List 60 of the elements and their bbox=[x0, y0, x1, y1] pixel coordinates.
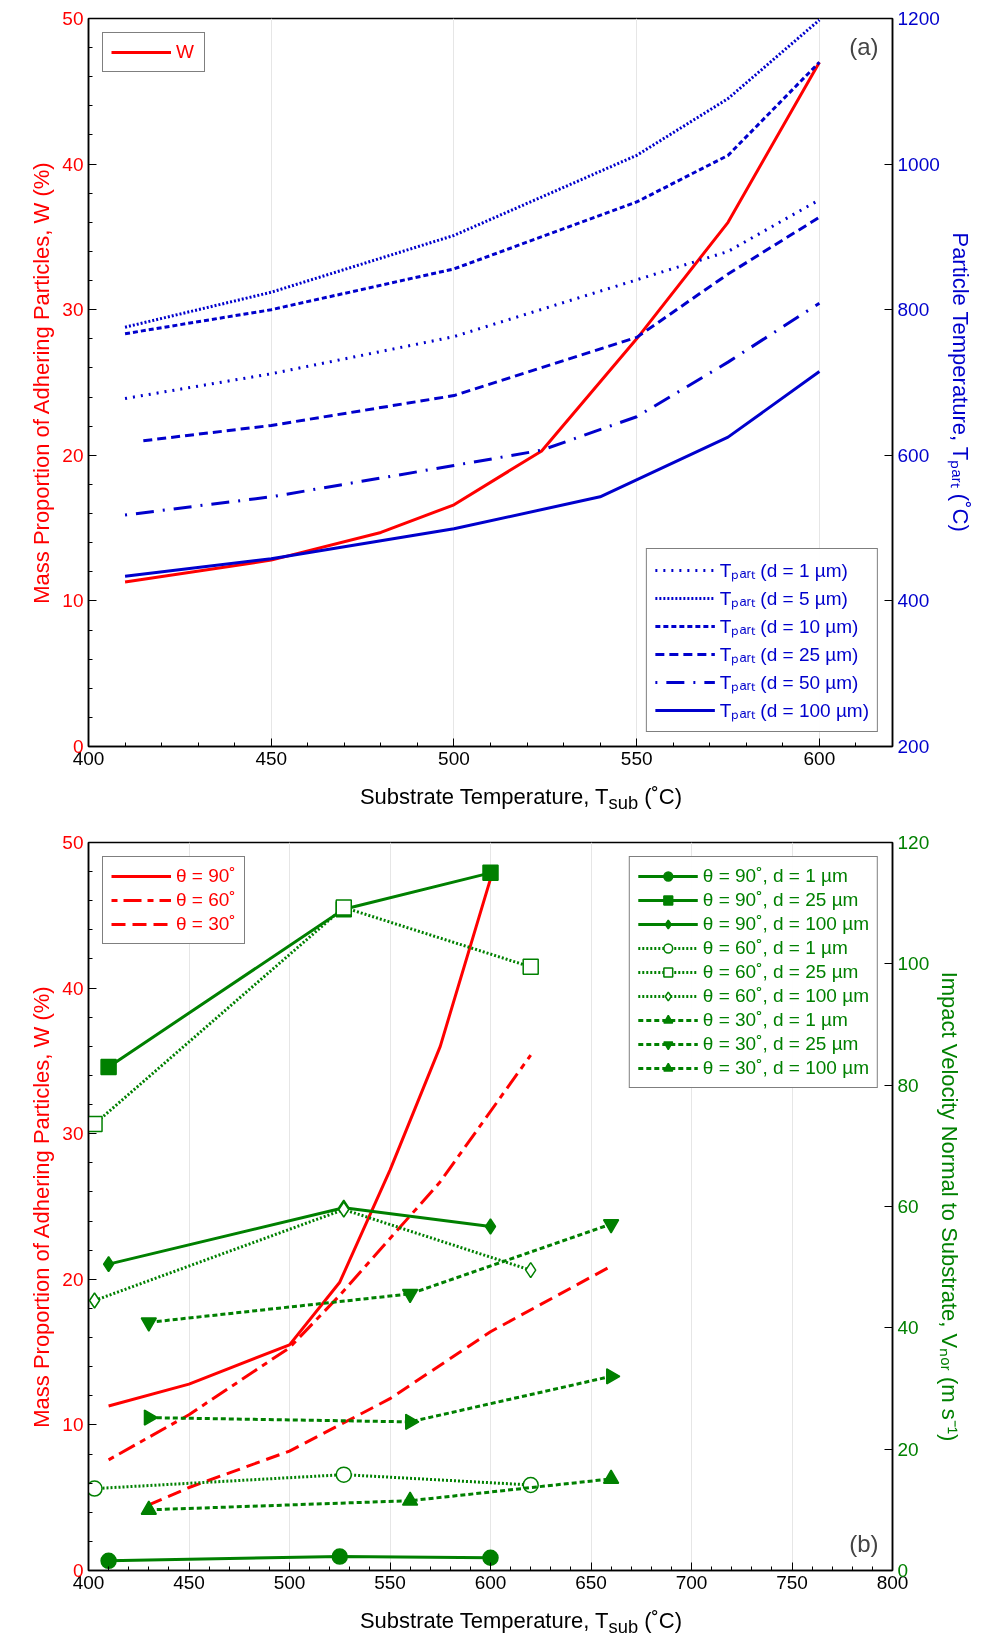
legend-label: θ = 30˚, d = 100 µm bbox=[702, 1057, 869, 1079]
y-tick-label: 30 bbox=[62, 1123, 84, 1145]
x-tick-label: 450 bbox=[255, 747, 288, 769]
y2-tick-label: 100 bbox=[897, 953, 930, 975]
y2-tick-label: 200 bbox=[897, 736, 930, 757]
x-tick-label: 500 bbox=[438, 747, 470, 769]
y2-tick-label: 20 bbox=[897, 1438, 919, 1460]
legend-label: θ = 60˚, d = 25 µm bbox=[702, 961, 859, 983]
x-tick-label: 600 bbox=[474, 1571, 507, 1593]
y-tick-label: 50 bbox=[62, 832, 84, 853]
legend-label: θ = 30˚, d = 25 µm bbox=[702, 1033, 859, 1055]
legend-label: Tₚₐᵣₜ (d = 5 µm) bbox=[719, 587, 848, 611]
legend-label: Tₚₐᵣₜ (d = 100 µm) bbox=[719, 699, 869, 723]
legend-label: Tₚₐᵣₜ (d = 1 µm) bbox=[719, 559, 848, 583]
legend-label: Tₚₐᵣₜ (d = 10 µm) bbox=[719, 615, 859, 639]
legend-label: θ = 60˚, d = 1 µm bbox=[702, 937, 848, 959]
legend-label: θ = 90˚, d = 100 µm bbox=[702, 913, 869, 935]
x-tick-label: 700 bbox=[675, 1571, 708, 1593]
legend-label: θ = 90˚, d = 25 µm bbox=[702, 889, 859, 911]
y2-tick-label: 120 bbox=[897, 832, 930, 853]
x-tick-label: 650 bbox=[575, 1571, 607, 1593]
x-tick-label: 550 bbox=[620, 747, 653, 769]
y-axis-title: Mass Proportion of Adhering Particles, W (%) bbox=[29, 162, 55, 604]
y2-tick-label: 600 bbox=[897, 444, 930, 466]
y2-tick-label: 1000 bbox=[897, 153, 940, 175]
y-tick-label: 20 bbox=[62, 1268, 84, 1290]
legend-label: θ = 90˚, d = 1 µm bbox=[702, 865, 848, 887]
legend-label: W bbox=[176, 41, 195, 63]
x-tick-label: 550 bbox=[374, 1571, 406, 1593]
y-tick-label: 40 bbox=[62, 153, 84, 175]
legend-label: Tₚₐᵣₜ (d = 25 µm) bbox=[719, 643, 859, 667]
y2-tick-label: 40 bbox=[897, 1317, 919, 1339]
y2-tick-label: 1200 bbox=[897, 8, 940, 29]
legend-label: θ = 60˚, d = 100 µm bbox=[702, 985, 869, 1007]
y-tick-label: 30 bbox=[62, 299, 84, 321]
y-tick-label: 10 bbox=[62, 1414, 84, 1436]
y2-axis-title: Particle Temperature, Tₚₐᵣₜ (˚C) bbox=[946, 232, 973, 532]
y-tick-label: 50 bbox=[62, 8, 84, 29]
x-tick-label: 500 bbox=[273, 1571, 306, 1593]
y-tick-label: 10 bbox=[62, 590, 84, 612]
legend-label: θ = 30˚, d = 1 µm bbox=[702, 1009, 848, 1031]
y2-tick-label: 60 bbox=[897, 1196, 919, 1217]
y2-tick-label: 800 bbox=[897, 299, 930, 321]
y2-tick-label: 80 bbox=[897, 1074, 919, 1096]
x-tick-label: 600 bbox=[803, 747, 836, 769]
y2-axis-title: Impact Velocity Normal to Substrate, Vₙₒᵣ (m s⁻¹) bbox=[937, 971, 963, 1442]
legend-label: θ = 60˚ bbox=[176, 889, 236, 911]
y-tick-label: 20 bbox=[62, 444, 84, 466]
annotation: (a) bbox=[849, 32, 879, 60]
y-axis-title: Mass Proportion of Adhering Particles, W (%) bbox=[29, 986, 55, 1428]
y-tick-label: 40 bbox=[62, 977, 84, 999]
x-tick-label: 450 bbox=[173, 1571, 205, 1593]
legend-label: Tₚₐᵣₜ (d = 50 µm) bbox=[719, 671, 859, 695]
y2-tick-label: 400 bbox=[897, 590, 930, 612]
legend-label: θ = 30˚ bbox=[176, 913, 236, 935]
legend-label: θ = 90˚ bbox=[176, 865, 236, 887]
x-axis-title: Substrate Temperature, T$_{sub}$ (˚C) bbox=[359, 1608, 683, 1634]
x-axis-title: Substrate Temperature, T$_{sub}$ (˚C) bbox=[359, 784, 683, 816]
x-tick-label: 750 bbox=[776, 1571, 808, 1593]
annotation: (b) bbox=[849, 1529, 879, 1557]
